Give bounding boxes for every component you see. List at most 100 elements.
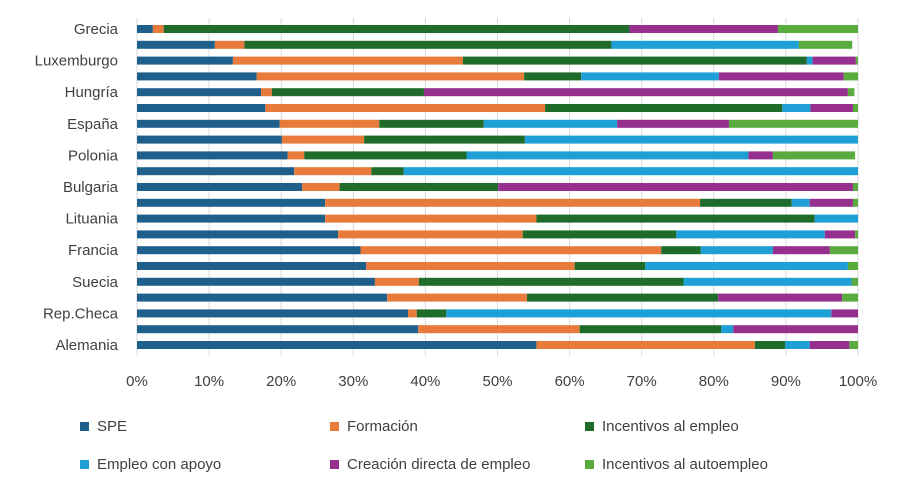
bar-segment-incentivos-al-autoempleo bbox=[847, 88, 855, 97]
bar-segment-empleo-con-apoyo bbox=[806, 56, 813, 65]
legend-label: Creación directa de empleo bbox=[347, 456, 531, 473]
bar-segment-formación bbox=[152, 25, 164, 33]
legend-label: Incentivos al empleo bbox=[602, 418, 739, 435]
bar-segment-formación bbox=[360, 246, 662, 255]
bar-segment-incentivos-al-empleo bbox=[545, 104, 783, 112]
bar-segment-formación bbox=[214, 40, 245, 49]
bar-segment-creación-directa-de-empleo bbox=[423, 88, 848, 97]
legend-label: SPE bbox=[97, 418, 128, 435]
legend-item: Incentivos al autoempleo bbox=[585, 456, 768, 473]
bar-segment-incentivos-al-autoempleo bbox=[849, 341, 858, 349]
bar-segment-incentivos-al-empleo bbox=[574, 262, 646, 270]
bar-segment-formación bbox=[338, 230, 523, 239]
bar-segment-incentivos-al-empleo bbox=[661, 246, 701, 255]
legend-item: Formación bbox=[330, 418, 418, 435]
category-label: España bbox=[67, 116, 119, 133]
bar-segment-empleo-con-apoyo bbox=[611, 40, 799, 49]
bar-segment-incentivos-al-autoempleo bbox=[798, 40, 853, 49]
bar-segment-empleo-con-apoyo bbox=[700, 246, 773, 255]
bar-segment-incentivos-al-autoempleo bbox=[842, 293, 858, 302]
bar-segment-empleo-con-apoyo bbox=[466, 151, 749, 160]
category-label: Alemania bbox=[55, 337, 118, 354]
bar-segment-incentivos-al-empleo bbox=[524, 72, 582, 81]
legend-swatch bbox=[585, 460, 594, 469]
bar-segment-creación-directa-de-empleo bbox=[809, 198, 853, 207]
bar-segment-incentivos-al-autoempleo bbox=[777, 25, 858, 33]
category-label: Lituania bbox=[65, 211, 118, 228]
bar-segment-incentivos-al-autoempleo bbox=[852, 104, 858, 112]
bar-segment-incentivos-al-empleo bbox=[379, 119, 484, 128]
legend-swatch bbox=[585, 422, 594, 431]
bar-segment-creación-directa-de-empleo bbox=[810, 104, 853, 112]
x-tick-label: 50% bbox=[482, 373, 512, 390]
bar-segment-empleo-con-apoyo bbox=[814, 214, 858, 223]
bar-segment-spe bbox=[137, 72, 257, 81]
bar-segment-spe bbox=[137, 104, 266, 112]
bar-segment-formación bbox=[261, 88, 272, 97]
bar-segment-incentivos-al-autoempleo bbox=[851, 277, 858, 286]
bar-segment-creación-directa-de-empleo bbox=[772, 246, 830, 255]
bar-segment-empleo-con-apoyo bbox=[446, 309, 832, 318]
bar-segment-spe bbox=[137, 341, 537, 349]
bar-segment-spe bbox=[137, 293, 388, 302]
category-label: Luxemburgo bbox=[35, 53, 118, 70]
bar-segment-creación-directa-de-empleo bbox=[748, 151, 773, 160]
bar-segment-creación-directa-de-empleo bbox=[812, 56, 856, 65]
bar-segment-incentivos-al-autoempleo bbox=[772, 151, 856, 160]
bar-segment-empleo-con-apoyo bbox=[524, 135, 858, 144]
x-tick-label: 10% bbox=[194, 373, 224, 390]
bar-segment-formación bbox=[294, 167, 372, 176]
bar-segment-incentivos-al-empleo bbox=[244, 40, 612, 49]
bar-segment-incentivos-al-autoempleo bbox=[852, 198, 858, 207]
bar-segment-formación bbox=[302, 183, 340, 191]
bar-segment-spe bbox=[137, 277, 375, 286]
legend-swatch bbox=[330, 422, 339, 431]
bar-segment-empleo-con-apoyo bbox=[581, 72, 719, 81]
bar-segment-incentivos-al-autoempleo bbox=[843, 72, 858, 81]
bar-segment-incentivos-al-empleo bbox=[416, 309, 447, 318]
bar-segment-spe bbox=[137, 56, 233, 65]
bar-segment-incentivos-al-empleo bbox=[579, 325, 722, 334]
legend-item: Creación directa de empleo bbox=[330, 456, 530, 473]
bar-segment-spe bbox=[137, 198, 326, 207]
category-label: Grecia bbox=[74, 21, 119, 38]
bar-segment-formación bbox=[536, 341, 755, 349]
x-tick-label: 100% bbox=[839, 373, 877, 390]
bar-segment-formación bbox=[418, 325, 580, 334]
bar-segment-empleo-con-apoyo bbox=[483, 119, 618, 128]
bar-segment-formación bbox=[325, 198, 701, 207]
bar-segment-incentivos-al-empleo bbox=[418, 277, 684, 286]
x-tick-label: 90% bbox=[771, 373, 801, 390]
bar-segment-incentivos-al-empleo bbox=[536, 214, 815, 223]
stacked-bar-chart: 0% 10% 20% 30% 40% 50% 60% 70% 80% 90% 100% Grecia L… bbox=[35, 18, 877, 390]
x-tick-label: 60% bbox=[555, 373, 585, 390]
bar-segment-incentivos-al-autoempleo bbox=[829, 246, 858, 255]
bar-segment-formación bbox=[325, 214, 537, 223]
category-label: Hungría bbox=[65, 84, 119, 101]
bar-segment-formación bbox=[265, 104, 546, 112]
bar-segment-spe bbox=[137, 135, 282, 144]
bar-segment-incentivos-al-empleo bbox=[700, 198, 792, 207]
legend-item: SPE bbox=[80, 418, 127, 435]
bar-segment-incentivos-al-autoempleo bbox=[852, 183, 858, 191]
bar-segment-creación-directa-de-empleo bbox=[718, 72, 844, 81]
bar-segment-empleo-con-apoyo bbox=[791, 198, 810, 207]
category-label: Polonia bbox=[68, 147, 119, 164]
bar-segment-incentivos-al-empleo bbox=[527, 293, 719, 302]
bar-segment-creación-directa-de-empleo bbox=[824, 230, 856, 239]
bar-segment-creación-directa-de-empleo bbox=[629, 25, 778, 33]
bar-segment-incentivos-al-empleo bbox=[304, 151, 467, 160]
bar-segment-formación bbox=[408, 309, 417, 318]
bar-segment-formación bbox=[281, 135, 365, 144]
bar-segment-formación bbox=[387, 293, 528, 302]
bar-segment-empleo-con-apoyo bbox=[676, 230, 825, 239]
bar-segment-spe bbox=[137, 40, 215, 49]
bar-segment-spe bbox=[137, 214, 326, 223]
bar-segment-spe bbox=[137, 230, 339, 239]
bar-segment-formación bbox=[232, 56, 463, 65]
legend-label: Formación bbox=[347, 418, 418, 435]
bar-segment-empleo-con-apoyo bbox=[785, 341, 810, 349]
bar-segment-spe bbox=[137, 88, 262, 97]
category-label: Rep.Checa bbox=[43, 305, 119, 322]
bar-segment-incentivos-al-autoempleo bbox=[855, 230, 858, 239]
